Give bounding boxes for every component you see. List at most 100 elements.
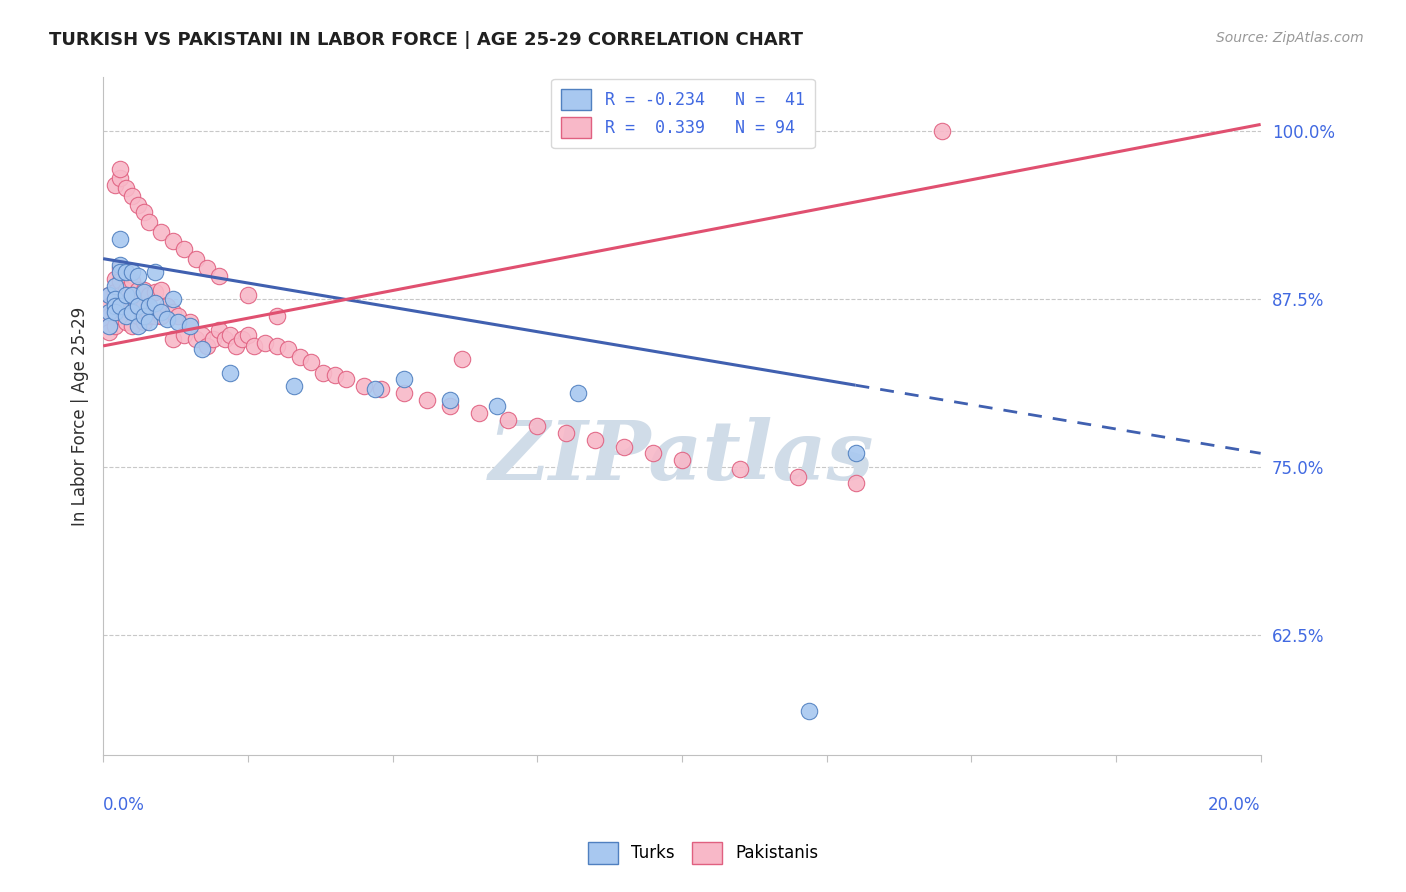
Point [121,301,143,316]
Point [104,292,127,306]
Point [312,366,335,380]
Point [104,310,127,324]
Point [162,305,184,319]
Point [138,315,160,329]
Point [156,312,179,326]
Legend: R = -0.234   N =  41, R =  0.339   N = 94: R = -0.234 N = 41, R = 0.339 N = 94 [551,79,814,148]
Point [115,265,138,279]
Point [110,265,132,279]
Point [104,318,127,333]
Point [195,339,218,353]
Point [392,372,415,386]
Point [121,288,143,302]
Point [110,231,132,245]
Point [132,204,155,219]
Point [143,296,166,310]
Point [127,299,149,313]
Point [132,310,155,324]
Point [97,305,120,319]
Point [132,315,155,329]
Point [392,385,415,400]
Point [127,283,149,297]
Point [150,283,173,297]
Point [844,446,866,460]
Text: ZIPatlas: ZIPatlas [489,417,875,497]
Point [219,366,242,380]
Point [208,269,231,284]
Point [143,310,166,324]
Point [184,252,207,266]
Point [526,419,548,434]
Point [97,310,120,324]
Point [208,323,231,337]
Point [266,310,288,324]
Point [115,265,138,279]
Point [143,265,166,279]
Point [143,285,166,300]
Point [132,283,155,297]
Point [799,704,821,718]
Point [104,178,127,192]
Point [115,315,138,329]
Point [138,288,160,302]
Point [127,318,149,333]
Point [231,332,253,346]
Point [439,400,461,414]
Point [335,372,357,386]
Point [115,310,138,324]
Point [110,161,132,176]
Point [277,342,299,356]
Point [416,392,439,407]
Point [167,315,190,329]
Point [254,336,277,351]
Text: TURKISH VS PAKISTANI IN LABOR FORCE | AGE 25-29 CORRELATION CHART: TURKISH VS PAKISTANI IN LABOR FORCE | AG… [49,31,803,49]
Point [162,234,184,248]
Point [110,310,132,324]
Point [97,318,120,333]
Point [127,310,149,324]
Point [121,305,143,319]
Text: Source: ZipAtlas.com: Source: ZipAtlas.com [1216,31,1364,45]
Point [173,328,195,343]
Point [242,339,264,353]
Point [115,296,138,310]
Point [138,299,160,313]
Point [225,339,247,353]
Point [214,332,236,346]
Point [115,288,138,302]
Point [162,332,184,346]
Point [127,296,149,310]
Point [364,382,387,396]
Point [104,296,127,310]
Point [179,315,201,329]
Point [121,188,143,202]
Point [150,305,173,319]
Point [110,288,132,302]
Point [97,288,120,302]
Point [110,275,132,289]
Point [786,470,808,484]
Point [195,261,218,276]
Point [121,265,143,279]
Point [138,215,160,229]
Point [468,406,491,420]
Point [115,283,138,297]
Point [150,310,173,324]
Point [121,275,143,289]
Point [485,400,508,414]
Point [97,326,120,340]
Point [190,328,212,343]
Point [353,379,375,393]
Point [641,446,664,460]
Point [167,310,190,324]
Point [370,382,392,396]
Point [219,328,242,343]
Point [567,385,589,400]
Point [583,433,606,447]
Text: 0.0%: 0.0% [103,796,145,814]
Point [97,318,120,333]
Point [288,350,311,364]
Point [236,328,259,343]
Point [104,285,127,300]
Point [104,272,127,286]
